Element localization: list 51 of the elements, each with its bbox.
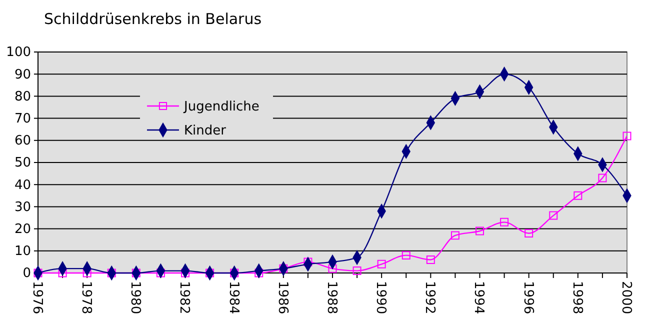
point (82, 268, 92, 278)
point (328, 264, 337, 273)
x-tick-label: 1988 (324, 281, 339, 314)
point (58, 268, 67, 278)
y-tick-label: 100 (6, 45, 31, 60)
y-tick-label: 90 (14, 67, 31, 82)
y-tick-label: 40 (14, 178, 31, 193)
point (598, 174, 607, 182)
point (279, 264, 288, 273)
x-tick-label: 1998 (569, 281, 584, 314)
point (132, 268, 140, 278)
point (304, 258, 312, 266)
point (524, 228, 534, 238)
x-tick-label: 1982 (176, 281, 192, 314)
point (426, 256, 435, 264)
x-tick-label: 1986 (274, 281, 290, 314)
point (549, 211, 558, 220)
x-tick-label: 1976 (29, 281, 44, 314)
y-tick-label: 60 (14, 134, 31, 149)
point (352, 266, 362, 276)
y-tick-label: 80 (14, 89, 31, 104)
y-tick-label: 30 (14, 200, 31, 215)
x-tick-label: 1978 (78, 281, 94, 314)
x-tick-label: 1994 (471, 281, 486, 314)
point (574, 191, 582, 200)
x-tick-label: 1996 (520, 281, 536, 314)
y-tick-label: 10 (14, 244, 31, 260)
x-tick-label: 1992 (422, 281, 438, 314)
legend-label: Jugendliche (183, 100, 260, 115)
x-tick-label: 1984 (226, 281, 241, 314)
y-tick-label: 0 (22, 266, 31, 282)
legend-label: Kinder (184, 124, 227, 139)
point (500, 218, 509, 226)
point (476, 226, 484, 236)
point (34, 268, 42, 278)
point (402, 251, 410, 260)
y-tick-label: 50 (14, 156, 31, 171)
y-tick-label: 70 (14, 111, 31, 126)
point (450, 231, 460, 240)
y-tick-label: 20 (14, 222, 31, 237)
point (107, 268, 116, 278)
chart-title: Schilddrüsenkrebs in Belarus (44, 10, 262, 28)
point (377, 260, 386, 268)
point (622, 132, 632, 140)
x-tick-label: 1980 (128, 281, 143, 314)
x-tick-label: 2000 (618, 281, 634, 314)
x-tick-label: 1990 (373, 281, 388, 314)
point (206, 268, 214, 278)
point (230, 268, 239, 278)
point (254, 268, 264, 278)
point (156, 268, 165, 278)
